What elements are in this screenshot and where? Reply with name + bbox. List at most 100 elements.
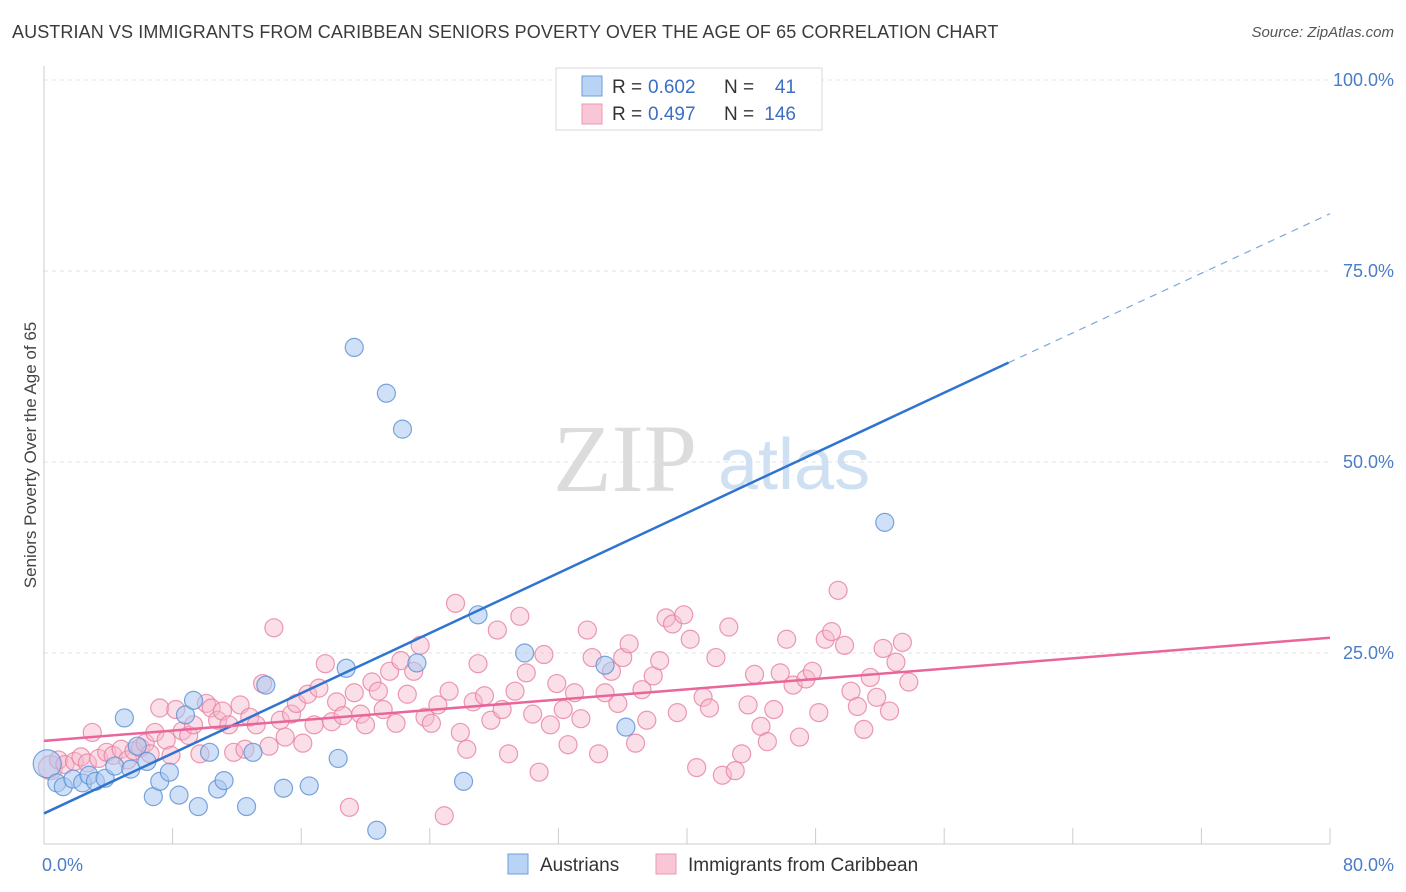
caribbean-point — [834, 635, 855, 655]
caribbean-point — [505, 681, 525, 701]
caribbean-point — [712, 765, 732, 785]
caribbean-point — [828, 580, 848, 600]
caribbean-point — [368, 681, 388, 701]
caribbean-point — [625, 733, 646, 753]
caribbean-point — [457, 739, 477, 759]
caribbean-point — [867, 687, 887, 707]
caribbean-point — [264, 618, 284, 638]
caribbean-point — [293, 733, 313, 753]
caribbean-point — [421, 713, 442, 733]
caribbean-point — [224, 742, 244, 762]
caribbean-point — [860, 667, 880, 688]
y-tick-label: 100.0% — [1333, 70, 1394, 90]
caribbean-point — [315, 654, 335, 674]
caribbean-point — [150, 698, 170, 718]
caribbean-point — [588, 744, 609, 764]
legend-n-label: N = — [724, 77, 754, 98]
legend-swatch-austrians — [581, 75, 603, 97]
legend-label-caribbean: Immigrants from Caribbean — [688, 855, 918, 876]
austrians-point — [616, 717, 636, 737]
chart-source: Source: ZipAtlas.com — [1251, 24, 1394, 41]
caribbean-point — [777, 629, 797, 649]
legend-n-value: 146 — [764, 104, 796, 125]
caribbean-point — [201, 698, 221, 718]
austrians-point — [273, 778, 294, 798]
austrians-point — [595, 655, 615, 675]
caribbean-point — [510, 606, 530, 626]
legend-label-austrians: Austrians — [540, 855, 619, 876]
caribbean-point — [373, 699, 393, 720]
caribbean-point — [822, 622, 842, 642]
legend-swatch-caribbean — [581, 103, 603, 125]
austrians-point — [159, 762, 179, 782]
caribbean-point — [571, 709, 591, 729]
watermark: ZIP atlas — [553, 405, 870, 512]
tick-labels: 25.0% 50.0% 75.0% 100.0% 0.0% 80.0% — [42, 70, 1394, 875]
caribbean-point — [899, 672, 919, 692]
caribbean-point — [498, 744, 519, 764]
caribbean-point — [892, 632, 913, 652]
caribbean-point — [558, 735, 578, 755]
austrians-point — [175, 705, 196, 725]
caribbean-point — [667, 702, 687, 723]
caribbean-point — [540, 715, 560, 735]
caribbean-point — [706, 647, 726, 668]
legend-n-label: N = — [724, 104, 754, 125]
austrians-point — [32, 749, 62, 779]
caribbean-point — [719, 617, 739, 637]
austrians-point — [114, 708, 134, 728]
legend-n-value: 41 — [775, 77, 796, 98]
austrians-point — [127, 736, 147, 756]
caribbean-point — [529, 762, 549, 782]
austrians-point — [256, 675, 276, 695]
austrians-point — [236, 796, 257, 817]
caribbean-point — [547, 673, 567, 694]
caribbean-point — [873, 638, 893, 659]
caribbean-point — [434, 806, 454, 826]
caribbean-point — [82, 722, 102, 743]
caribbean-point — [725, 761, 745, 781]
caribbean-point — [468, 654, 488, 674]
watermark-zip: ZIP — [553, 405, 697, 512]
legend-r-value: 0.497 — [648, 104, 696, 125]
caribbean-point — [397, 684, 417, 704]
austrians-point — [407, 653, 427, 673]
caribbean-point — [854, 719, 874, 740]
chart-title: AUSTRIAN VS IMMIGRANTS FROM CARIBBEAN SE… — [12, 22, 999, 42]
caribbean-point — [650, 651, 670, 671]
caribbean-points — [37, 580, 919, 826]
legend-swatch-austrians — [507, 853, 529, 875]
caribbean-point — [516, 663, 536, 683]
austrians-point — [183, 690, 204, 710]
caribbean-point — [386, 713, 406, 733]
caribbean-point — [674, 605, 694, 625]
caribbean-point — [487, 620, 507, 640]
gridlines — [44, 79, 1330, 654]
austrians-trendline — [43, 361, 1010, 815]
legend-r-label: R = — [612, 104, 642, 125]
caribbean-point — [439, 681, 459, 701]
austrians-points — [32, 70, 895, 840]
caribbean-point — [445, 593, 466, 613]
caribbean-point — [815, 629, 835, 649]
legend-swatch-caribbean — [655, 853, 677, 875]
caribbean-point — [355, 715, 376, 735]
legend-r-value: 0.602 — [648, 77, 696, 98]
x-tick-label: 80.0% — [1343, 855, 1394, 875]
y-tick-label: 50.0% — [1343, 452, 1394, 472]
caribbean-point — [738, 695, 758, 715]
caribbean-point — [474, 686, 495, 706]
austrians-point — [299, 776, 319, 796]
caribbean-point — [744, 664, 765, 684]
caribbean-point — [732, 744, 752, 764]
y-tick-label: 25.0% — [1343, 643, 1394, 663]
series-legend: Austrians Immigrants from Caribbean — [507, 853, 918, 876]
caribbean-point — [208, 710, 228, 730]
austrians-point — [875, 512, 895, 532]
caribbean-point — [687, 757, 707, 778]
caribbean-point — [757, 732, 777, 752]
caribbean-point — [523, 704, 543, 724]
caribbean-point — [789, 727, 810, 747]
caribbean-point — [577, 620, 597, 640]
austrians-point — [169, 785, 189, 805]
